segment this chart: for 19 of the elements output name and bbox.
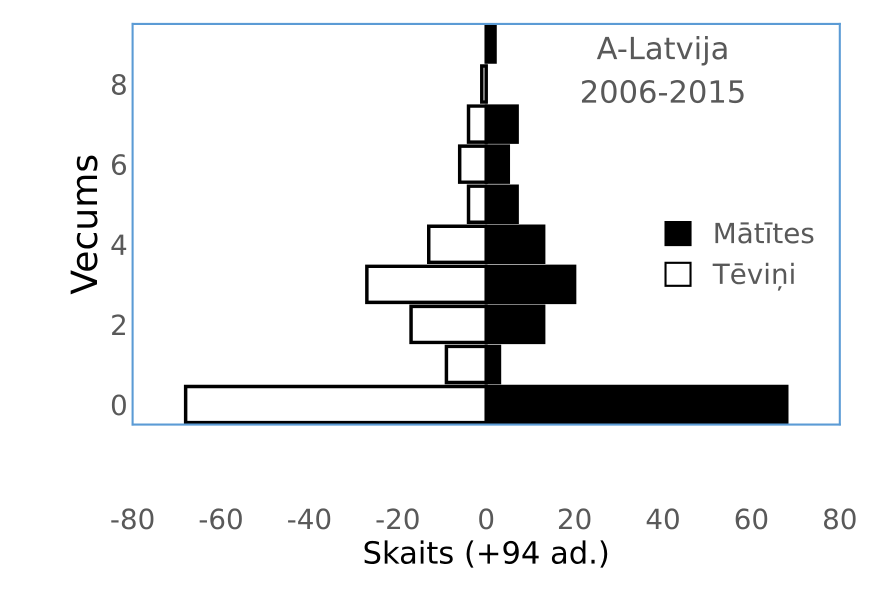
x-tick-label: -20 <box>376 508 419 530</box>
y-tick-label: 6 <box>112 154 126 176</box>
y-tick-label: 0 <box>112 394 126 416</box>
x-tick-label: 0 <box>479 508 494 530</box>
x-axis-title: Skaits (+94 ad.) <box>364 540 608 568</box>
y-tick-label: 2 <box>112 314 125 335</box>
y-tick-label: 4 <box>111 234 126 255</box>
legend-label: Mātītes <box>715 222 814 244</box>
x-tick-label: 40 <box>646 508 679 530</box>
legend-label: Tēviņi <box>712 262 794 291</box>
x-tick-label: -80 <box>111 508 154 530</box>
x-tick-label: 20 <box>558 508 590 530</box>
y-axis-title: Vecums <box>70 156 98 294</box>
text: A-Latvija 2006-2015 <box>582 36 744 104</box>
y-tick-label: 8 <box>112 74 126 95</box>
x-tick-label: 80 <box>824 508 856 530</box>
x-tick-label: -60 <box>200 508 242 530</box>
x-tick-label: -40 <box>288 508 330 530</box>
x-tick-label: 60 <box>736 508 768 530</box>
